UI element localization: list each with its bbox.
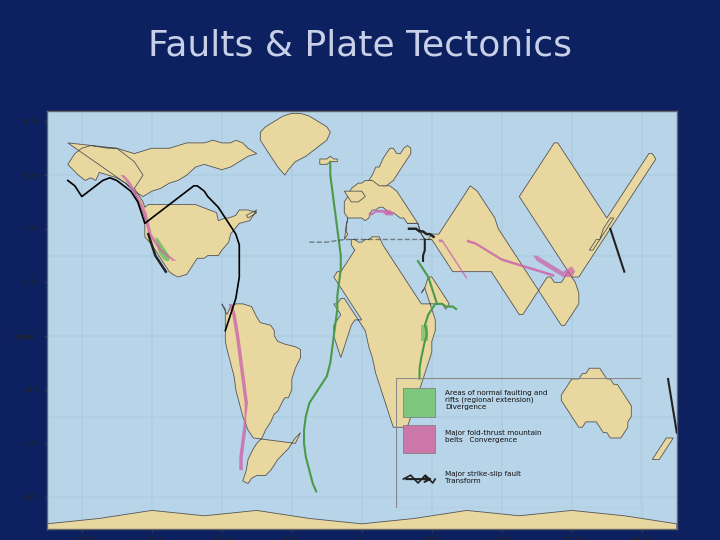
Polygon shape xyxy=(344,191,365,202)
Polygon shape xyxy=(408,143,656,325)
FancyBboxPatch shape xyxy=(403,388,435,417)
Polygon shape xyxy=(320,156,337,164)
Polygon shape xyxy=(467,239,554,277)
Text: Major strike-slip fault
Transform: Major strike-slip fault Transform xyxy=(445,471,521,484)
Polygon shape xyxy=(421,325,428,341)
Polygon shape xyxy=(156,237,169,261)
Polygon shape xyxy=(652,438,673,460)
Polygon shape xyxy=(261,113,330,175)
Polygon shape xyxy=(47,510,677,537)
Text: Areas of normal faulting and
rifts (regional extension)
Divergence: Areas of normal faulting and rifts (regi… xyxy=(445,390,547,410)
Polygon shape xyxy=(334,237,449,427)
Polygon shape xyxy=(534,255,575,277)
Polygon shape xyxy=(369,146,411,186)
Polygon shape xyxy=(222,304,300,484)
FancyBboxPatch shape xyxy=(403,424,435,453)
Text: Major fold-thrust mountain
belts   Convergence: Major fold-thrust mountain belts Converg… xyxy=(445,430,541,443)
Polygon shape xyxy=(589,218,613,250)
Polygon shape xyxy=(438,239,467,280)
Text: Faults & Plate Tectonics: Faults & Plate Tectonics xyxy=(148,29,572,63)
Polygon shape xyxy=(369,210,393,215)
Polygon shape xyxy=(229,304,248,470)
Polygon shape xyxy=(562,368,631,438)
Polygon shape xyxy=(68,140,257,277)
Polygon shape xyxy=(344,180,418,239)
Polygon shape xyxy=(120,175,176,261)
